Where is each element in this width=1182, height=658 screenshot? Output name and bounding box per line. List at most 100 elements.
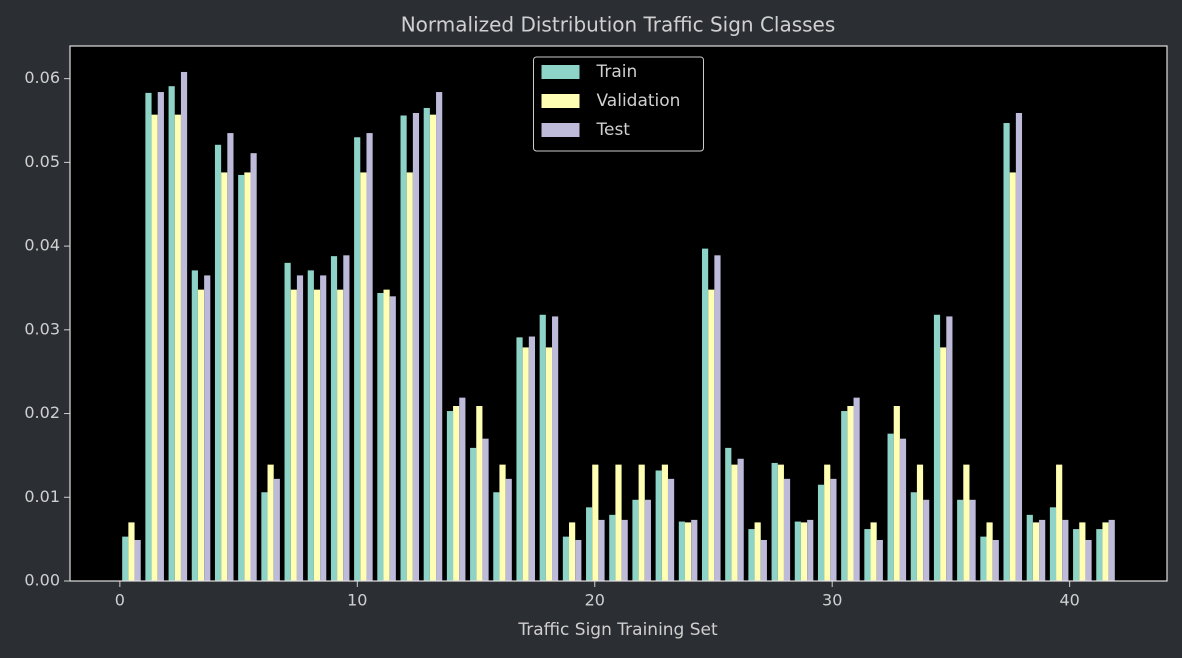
x-tick-label: 30 — [822, 591, 842, 610]
bar — [151, 114, 158, 581]
bar — [963, 464, 970, 581]
bar — [145, 92, 152, 582]
bar — [661, 464, 668, 581]
bar — [807, 519, 814, 581]
bar — [453, 406, 460, 581]
y-tick-label: 0.05 — [24, 152, 60, 171]
bar — [684, 522, 692, 581]
bar — [598, 519, 605, 581]
bar — [552, 316, 559, 581]
bar — [1062, 519, 1069, 581]
plot-frame — [69, 45, 1168, 582]
bar — [986, 522, 993, 581]
x-tick-label: 40 — [1059, 591, 1079, 610]
bar — [168, 86, 175, 581]
bar — [360, 172, 367, 581]
bar — [870, 522, 877, 581]
bar — [400, 115, 407, 581]
legend-label: Train — [596, 62, 638, 82]
bar — [1085, 539, 1092, 581]
bar — [980, 536, 987, 581]
bar — [383, 289, 390, 581]
bar — [337, 289, 344, 581]
y-tick-label: 0.03 — [24, 319, 60, 338]
bar — [436, 92, 443, 581]
bar — [545, 347, 553, 581]
bar — [1108, 519, 1115, 581]
bar — [940, 347, 947, 581]
bar — [267, 464, 274, 581]
bar — [238, 174, 245, 581]
bar — [412, 112, 420, 582]
bar — [284, 262, 291, 581]
bar — [423, 107, 430, 582]
bar — [1049, 507, 1057, 581]
bar — [157, 92, 164, 581]
bar — [429, 114, 437, 581]
bar — [817, 484, 825, 581]
bar — [609, 514, 616, 581]
legend-swatch — [541, 65, 580, 79]
x-tick-label: 10 — [347, 591, 367, 610]
bar — [470, 447, 477, 581]
bar — [214, 144, 222, 582]
bar — [615, 464, 622, 581]
bar — [893, 406, 900, 581]
bar — [655, 470, 662, 581]
bar — [134, 539, 141, 581]
bar — [191, 270, 198, 581]
bar — [313, 289, 321, 581]
bar — [1102, 522, 1109, 581]
bar — [273, 478, 280, 581]
bar — [1056, 464, 1063, 581]
bar — [562, 536, 570, 581]
bar — [389, 296, 396, 581]
y-tick-label: 0.00 — [24, 571, 60, 590]
bar — [923, 499, 930, 581]
bar — [760, 539, 767, 581]
bar — [678, 521, 685, 581]
bar — [354, 137, 361, 582]
y-tick-label: 0.06 — [24, 68, 60, 87]
bar — [1032, 522, 1040, 581]
bar — [290, 289, 297, 581]
bar — [841, 411, 848, 581]
bar — [957, 499, 964, 581]
bar — [446, 411, 454, 581]
bar — [992, 539, 999, 581]
bar — [250, 153, 257, 581]
bar — [794, 521, 801, 581]
bar — [1079, 522, 1086, 581]
bar — [204, 275, 211, 581]
bar — [621, 519, 628, 581]
y-tick-label: 0.04 — [24, 236, 60, 255]
bar — [800, 522, 808, 581]
y-tick-label: 0.02 — [24, 403, 60, 422]
bar — [482, 438, 489, 581]
bar — [227, 133, 234, 581]
bar — [876, 539, 883, 581]
bar — [899, 438, 907, 581]
bar — [197, 289, 205, 581]
x-tick-label: 20 — [585, 591, 605, 610]
bar — [406, 172, 413, 581]
bar — [847, 406, 854, 581]
bar — [296, 275, 304, 581]
bar — [476, 406, 483, 581]
bar — [748, 529, 755, 581]
bar — [1039, 519, 1046, 581]
bar — [824, 464, 831, 581]
x-tick-label: 0 — [115, 591, 125, 610]
bar — [1003, 123, 1010, 581]
bar — [366, 133, 373, 581]
bar — [714, 255, 721, 582]
bar — [1015, 112, 1023, 582]
bar — [320, 275, 327, 581]
bar — [777, 464, 784, 581]
bar — [771, 462, 778, 581]
bar — [180, 71, 188, 581]
bar — [592, 464, 599, 581]
bar — [221, 172, 228, 581]
x-axis-label: Traffic Sign Training Set — [517, 620, 718, 640]
bar — [330, 256, 338, 581]
